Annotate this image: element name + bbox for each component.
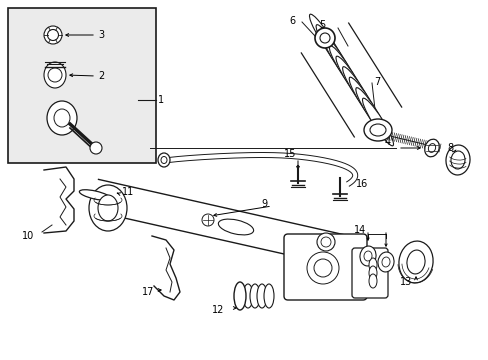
Ellipse shape: [362, 98, 393, 146]
Text: 15: 15: [283, 149, 296, 159]
Ellipse shape: [348, 77, 380, 125]
Ellipse shape: [161, 157, 167, 163]
Ellipse shape: [47, 101, 77, 135]
Ellipse shape: [44, 62, 66, 88]
Ellipse shape: [335, 56, 366, 104]
Ellipse shape: [158, 153, 170, 167]
Text: 6: 6: [288, 16, 294, 26]
Circle shape: [48, 68, 62, 82]
Text: 14: 14: [353, 225, 366, 235]
Text: 16: 16: [355, 179, 367, 189]
FancyBboxPatch shape: [351, 248, 387, 298]
Circle shape: [316, 233, 334, 251]
Text: 12: 12: [211, 305, 224, 315]
Ellipse shape: [450, 151, 464, 169]
Text: 13: 13: [399, 277, 411, 287]
Ellipse shape: [363, 119, 391, 141]
Circle shape: [319, 33, 329, 43]
Ellipse shape: [243, 284, 252, 308]
Text: 9: 9: [262, 199, 267, 209]
Ellipse shape: [406, 250, 424, 274]
Ellipse shape: [329, 46, 360, 93]
Ellipse shape: [424, 139, 438, 157]
Ellipse shape: [445, 145, 469, 175]
Text: 8: 8: [446, 143, 452, 153]
Ellipse shape: [257, 284, 266, 308]
Text: 3: 3: [98, 30, 104, 40]
Ellipse shape: [264, 284, 273, 308]
Ellipse shape: [355, 88, 386, 135]
Ellipse shape: [381, 257, 389, 267]
Ellipse shape: [363, 251, 371, 261]
Text: 11: 11: [122, 187, 134, 197]
Ellipse shape: [98, 195, 118, 221]
Text: 2: 2: [98, 71, 104, 81]
Bar: [8, 8, 156, 163]
Ellipse shape: [368, 258, 376, 272]
Circle shape: [314, 28, 334, 48]
Ellipse shape: [369, 124, 385, 136]
Ellipse shape: [234, 282, 245, 310]
Text: 7: 7: [373, 77, 380, 87]
Ellipse shape: [309, 14, 340, 62]
Ellipse shape: [315, 25, 346, 72]
Circle shape: [202, 214, 214, 226]
Circle shape: [47, 30, 59, 40]
Text: 1: 1: [158, 95, 164, 105]
Ellipse shape: [359, 246, 375, 266]
Ellipse shape: [218, 219, 253, 235]
Text: 10: 10: [22, 231, 34, 241]
Circle shape: [90, 142, 102, 154]
Ellipse shape: [89, 185, 127, 231]
Text: 4: 4: [384, 137, 390, 147]
Ellipse shape: [54, 109, 70, 127]
Text: 5: 5: [318, 20, 325, 30]
FancyBboxPatch shape: [284, 234, 366, 300]
Text: 17: 17: [142, 287, 154, 297]
Ellipse shape: [368, 274, 376, 288]
Ellipse shape: [398, 241, 432, 283]
Circle shape: [320, 237, 330, 247]
Ellipse shape: [249, 284, 260, 308]
Ellipse shape: [322, 35, 353, 83]
Circle shape: [313, 259, 331, 277]
Circle shape: [44, 26, 62, 44]
Ellipse shape: [368, 266, 376, 280]
Ellipse shape: [427, 144, 435, 152]
Ellipse shape: [342, 67, 373, 114]
Ellipse shape: [79, 190, 110, 200]
Ellipse shape: [377, 252, 393, 272]
Circle shape: [306, 252, 338, 284]
